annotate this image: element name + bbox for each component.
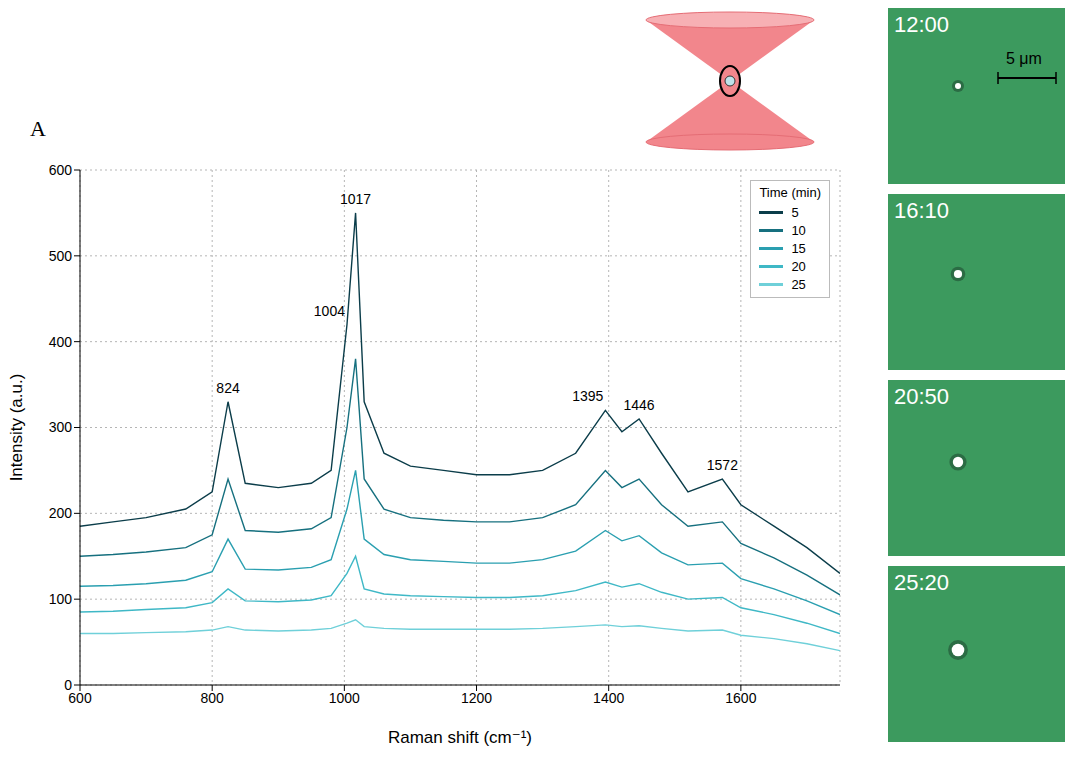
html-text:25:20: 25:20: [894, 570, 950, 595]
svg-text:600: 600: [49, 162, 73, 178]
svg-text:1200: 1200: [461, 690, 492, 706]
svg-text:824: 824: [216, 380, 240, 396]
html-text:16:10: 16:10: [894, 198, 950, 223]
svg-text:600: 600: [68, 689, 92, 706]
svg-text:100: 100: [49, 591, 73, 607]
html-text:Time (min): Time (min): [759, 185, 821, 200]
html-text:5: 5: [791, 204, 799, 220]
svg-text:1004: 1004: [314, 303, 345, 319]
svg-text:0: 0: [64, 677, 72, 693]
svg-text:1600: 1600: [725, 690, 756, 706]
html-text:10: 10: [791, 222, 806, 238]
svg-text:1017: 1017: [340, 191, 371, 207]
html-text:15: 15: [791, 240, 806, 256]
svg-text:1395: 1395: [572, 388, 603, 404]
html-text:20: 20: [791, 258, 806, 274]
svg-text:1572: 1572: [707, 457, 738, 473]
html-text:25: 25: [791, 276, 806, 292]
svg-text:300: 300: [49, 419, 73, 435]
html-text:5 μm: 5 μm: [1006, 50, 1042, 67]
svg-text:1446: 1446: [624, 397, 655, 413]
svg-text:1000: 1000: [329, 690, 360, 706]
svg-text:800: 800: [200, 690, 224, 706]
svg-text:Intensity (a.u.): Intensity (a.u.): [7, 374, 26, 482]
svg-text:Raman shift (cm⁻¹): Raman shift (cm⁻¹): [388, 728, 532, 747]
svg-text:1400: 1400: [593, 690, 624, 706]
html-text:20:50: 20:50: [894, 384, 950, 409]
html-text:12:00: 12:00: [894, 12, 950, 37]
svg-text:400: 400: [49, 334, 73, 350]
svg-text:200: 200: [49, 505, 73, 521]
html-text:A: A: [30, 116, 46, 141]
svg-text:500: 500: [49, 248, 73, 264]
